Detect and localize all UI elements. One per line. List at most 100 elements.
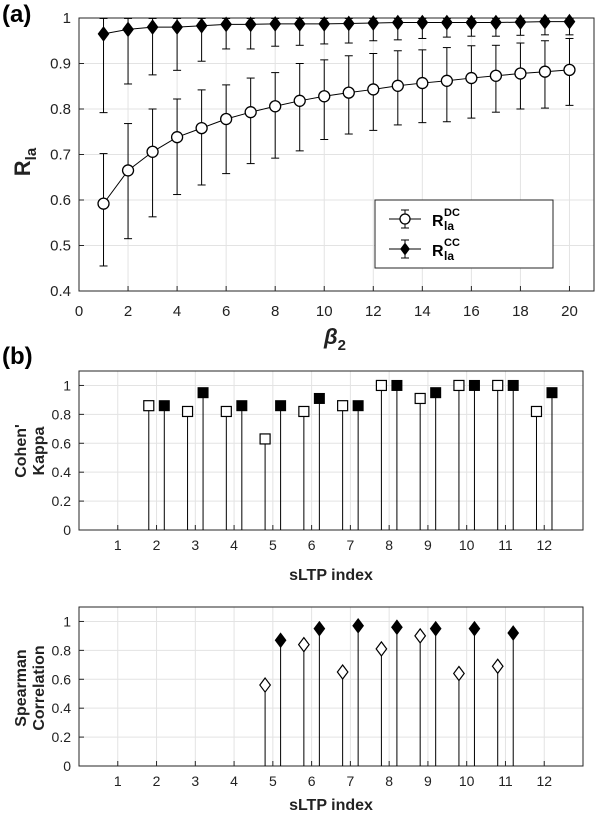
data-point-circle — [97, 197, 110, 210]
stem-marker-filled-diamond — [429, 620, 442, 637]
x-tick-label: 2 — [124, 303, 132, 320]
stem-marker-filled-square — [197, 387, 209, 399]
y-tick-label: 0.6 — [52, 671, 72, 687]
x-tick-label: 11 — [498, 773, 513, 789]
x-tick-label: 9 — [424, 773, 432, 789]
x-tick-label: 4 — [173, 303, 181, 320]
data-point-circle — [318, 90, 331, 103]
panel-label-a: (a) — [2, 1, 31, 28]
stem-marker-open-diamond — [297, 636, 310, 653]
x-tick-label: 12 — [365, 303, 382, 320]
data-point-diamond — [342, 15, 355, 32]
stem-marker-open-square — [259, 433, 271, 445]
y-tick-label: 0.7 — [50, 147, 71, 164]
stem-marker-filled-diamond — [352, 617, 365, 634]
x-tick-label: 4 — [230, 537, 238, 553]
legend-entry-dc: RlaDC — [432, 207, 460, 233]
data-point-circle — [342, 86, 355, 99]
stem-marker-open-diamond — [259, 677, 272, 694]
stem-marker-open-square — [492, 379, 504, 392]
stem-marker-open-square — [220, 405, 232, 418]
axes-frame — [78, 370, 584, 531]
stem-marker-filled-diamond — [274, 632, 287, 649]
stem-marker-open-diamond — [375, 640, 388, 657]
data-point-diamond — [269, 16, 282, 32]
stem-marker-open-square — [375, 379, 387, 392]
x-tick-label: 2 — [153, 773, 161, 789]
series-open-diamond — [259, 627, 504, 766]
stem-marker-open-square — [337, 400, 349, 412]
data-point-diamond — [244, 16, 257, 33]
series-dc — [97, 37, 576, 267]
stem-marker-filled-diamond — [468, 620, 481, 637]
x-tick-label: 1 — [114, 537, 122, 553]
x-tick-label: 10 — [459, 537, 475, 553]
y-tick-label: 0.8 — [52, 642, 72, 658]
x-tick-label: 6 — [308, 773, 316, 789]
stem-marker-open-square — [453, 379, 465, 392]
y-tick-label: 0 — [63, 522, 71, 538]
data-point-circle — [416, 76, 429, 90]
stem-marker-open-square — [530, 405, 543, 418]
data-point-diamond — [171, 19, 183, 35]
data-point-diamond — [514, 14, 527, 30]
y-axis-label: Rla — [10, 147, 40, 176]
data-point-diamond — [293, 16, 306, 32]
data-point-circle — [440, 74, 454, 87]
data-point-diamond — [367, 15, 380, 31]
data-point-circle — [269, 100, 282, 113]
stem-marker-filled-square — [158, 400, 170, 412]
data-point-circle — [489, 69, 503, 82]
stem-marker-filled-square — [546, 387, 558, 399]
x-tick-label: 3 — [191, 773, 199, 789]
data-point-diamond — [416, 14, 429, 31]
x-tick-label: 11 — [498, 537, 513, 553]
stem-marker-filled-square — [430, 387, 442, 399]
data-point-diamond — [146, 19, 159, 35]
x-tick-label: 12 — [536, 773, 552, 789]
x-axis-label: sLTP index — [289, 567, 373, 584]
stem-marker-filled-square — [275, 400, 287, 412]
data-point-circle — [244, 106, 257, 119]
y-tick-label: 0.2 — [52, 493, 72, 509]
stem-marker-filled-square — [352, 400, 364, 412]
x-tick-label: 14 — [414, 303, 431, 320]
data-point-circle — [121, 164, 135, 177]
x-tick-label: 2 — [153, 537, 161, 553]
series-filled-square — [158, 379, 558, 530]
x-tick-label: 5 — [269, 537, 277, 553]
y-axis-label-line1: Cohen' — [13, 424, 30, 478]
stem-marker-open-square — [143, 400, 155, 412]
series-cc — [97, 13, 576, 114]
x-tick-label: 8 — [271, 303, 279, 320]
stem-marker-filled-square — [313, 392, 325, 404]
stem-marker-filled-square — [507, 379, 519, 391]
data-point-diamond — [122, 21, 134, 38]
y-tick-label: 0.2 — [52, 729, 72, 745]
y-tick-label: 1 — [63, 613, 71, 629]
legend-marker-diamond — [400, 242, 410, 256]
x-axis-label: β2 — [323, 324, 346, 354]
x-tick-label: 10 — [459, 773, 475, 789]
data-point-diamond — [563, 13, 576, 30]
stem-marker-open-diamond — [336, 664, 349, 681]
y-tick-label: 0.6 — [50, 192, 71, 209]
x-tick-label: 4 — [230, 773, 238, 789]
y-tick-label: 0.9 — [50, 56, 71, 73]
x-tick-label: 12 — [536, 537, 552, 553]
y-axis-label-line2: Correlation — [31, 645, 48, 730]
stem-marker-open-diamond — [414, 627, 427, 644]
y-tick-label: 1 — [63, 10, 71, 27]
stem-marker-open-diamond — [452, 665, 465, 682]
data-point-circle — [195, 121, 208, 135]
data-point-diamond — [490, 14, 502, 31]
y-tick-label: 1 — [63, 377, 71, 393]
x-tick-label: 7 — [346, 537, 354, 553]
x-tick-label: 16 — [463, 303, 480, 320]
data-point-circle — [146, 145, 159, 158]
x-tick-label: 20 — [561, 303, 578, 320]
x-axis-label: sLTP index — [289, 797, 373, 814]
legend-entry-cc: RlaCC — [432, 237, 460, 263]
